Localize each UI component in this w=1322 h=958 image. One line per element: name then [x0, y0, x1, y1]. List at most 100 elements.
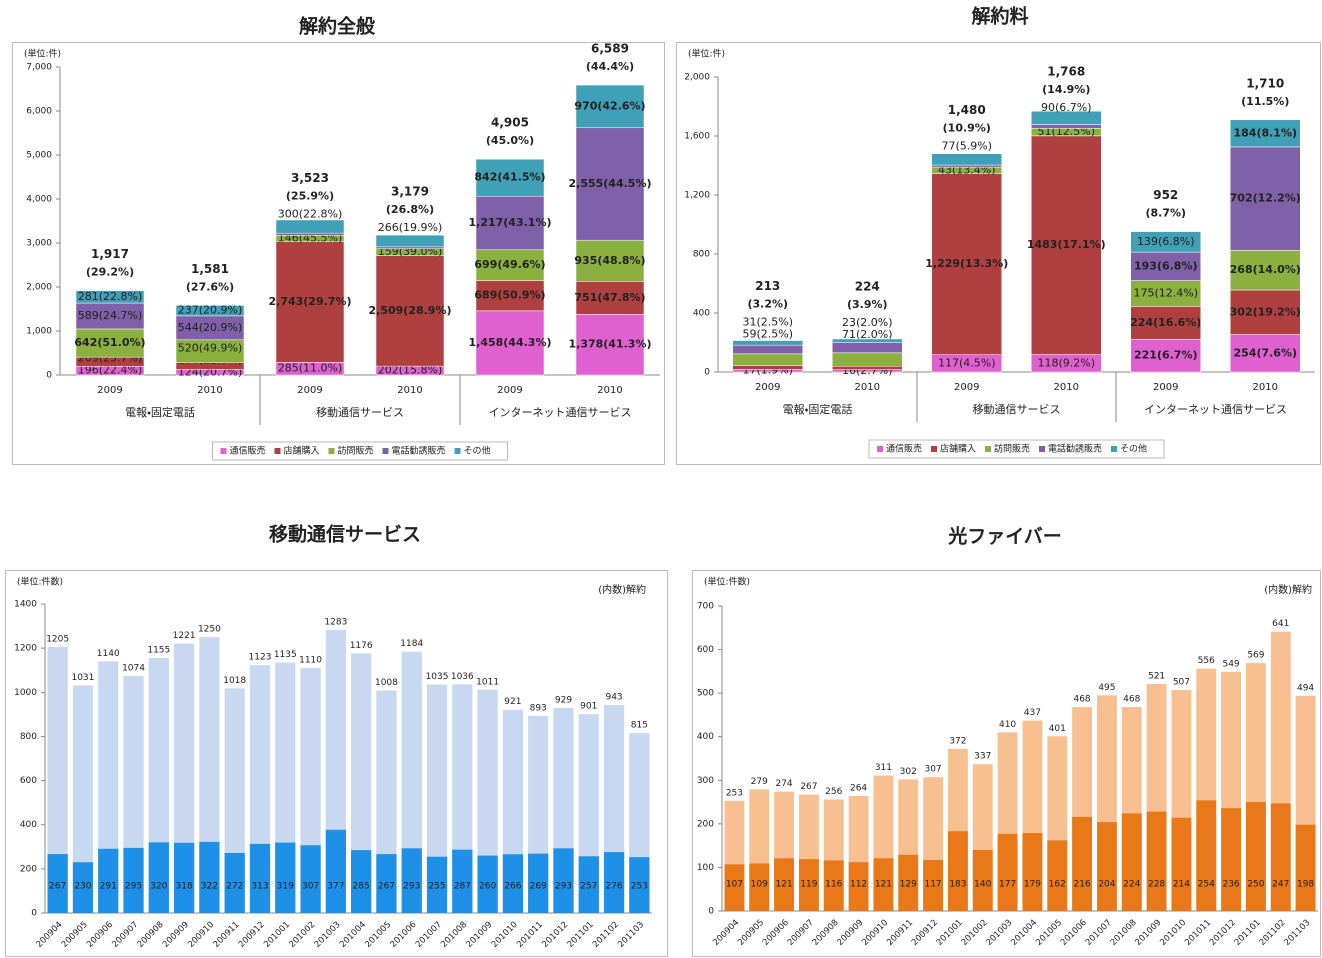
value-label: 544(20.9%): [178, 321, 243, 334]
y-tick-label: 4,000: [26, 195, 52, 205]
bar-segment: [475, 158, 545, 197]
total-share: (44.4%): [586, 60, 634, 73]
legend-swatch: [931, 446, 937, 452]
y-tick-label: 600: [20, 776, 37, 786]
legend-swatch: [1111, 446, 1117, 452]
x-tick-label: 2010: [1054, 382, 1079, 393]
value-label: 495: [1098, 683, 1115, 693]
y-tick-label: 500: [697, 689, 714, 699]
legend-label: 訪問販売: [994, 443, 1030, 455]
bar: [1096, 822, 1117, 911]
bar-segment: [375, 234, 445, 248]
bar-segment: [575, 239, 645, 282]
legend-swatch: [220, 448, 227, 454]
bar: [1072, 816, 1093, 911]
y-tick-label: 7,000: [26, 63, 52, 73]
bar-segment: [375, 246, 445, 249]
bar: [426, 856, 448, 913]
value-label: 184(8.1%): [1233, 126, 1297, 139]
value-label: 1,378(41.3%): [568, 338, 651, 351]
y-tick-label: 200: [20, 864, 37, 874]
value-label: 2,509(28.9%): [368, 304, 451, 317]
value-label: 1155: [147, 646, 170, 656]
total-share: (3.9%): [847, 298, 888, 311]
value-label: 117(4.5%): [938, 356, 996, 369]
legend-label: 電話勧誘販売: [392, 445, 446, 457]
value-label: 112: [850, 880, 867, 890]
legend-swatch: [274, 448, 281, 454]
total-label: 3,179: [391, 185, 429, 199]
value-label: 1008: [375, 678, 398, 688]
value-label: 556: [1198, 656, 1215, 666]
bar: [528, 853, 549, 913]
bar: [553, 848, 574, 913]
bar-segment: [175, 305, 245, 317]
value-label: 77(5.9%): [941, 139, 992, 152]
bar: [947, 831, 968, 911]
value-label: 1110: [299, 656, 322, 666]
value-label: 266: [504, 882, 521, 892]
value-label: 410: [999, 720, 1016, 730]
bar: [1196, 800, 1217, 911]
y-tick-label: 0: [708, 907, 714, 917]
legend-swatch: [1039, 446, 1045, 452]
bar-segment: [732, 340, 803, 346]
value-label: 313: [251, 882, 268, 892]
y-tick-label: 400: [693, 309, 710, 319]
x-tick-label: 2009: [97, 385, 122, 396]
bar-segment: [75, 328, 145, 358]
group-label: 移動通信サービス: [973, 402, 1061, 416]
value-label: 268(14.0%): [1230, 263, 1301, 276]
value-label: 377: [327, 882, 344, 892]
bar: [1047, 840, 1068, 911]
y-tick-label: 1,000: [26, 327, 52, 337]
bar: [300, 845, 321, 913]
y-tick-label: 1200: [14, 644, 37, 654]
value-label: 293: [555, 882, 572, 892]
value-label: 1018: [223, 676, 246, 686]
x-tick-label: 2009: [297, 385, 322, 396]
value-label: 267: [800, 782, 817, 792]
bar: [798, 859, 819, 911]
value-label: 253: [631, 882, 648, 892]
y-tick-label: 2,000: [684, 73, 710, 83]
bar-segment: [1230, 119, 1301, 148]
total-label: 952: [1153, 188, 1178, 202]
value-label: 202(15.8%): [378, 364, 443, 377]
bar-segment: [75, 290, 145, 304]
total-label: 1,581: [191, 262, 229, 276]
legend-label: 訪問販売: [338, 445, 374, 457]
total-share: (27.6%): [186, 280, 234, 293]
bar: [578, 856, 599, 913]
y-tick-label: 700: [697, 602, 714, 612]
total-label: 1,480: [948, 103, 986, 117]
value-label: 59(2.5%): [742, 328, 793, 341]
bar: [477, 855, 498, 913]
value-label: 1,217(43.1%): [468, 216, 551, 229]
value-label: 31(2.5%): [742, 316, 793, 329]
value-label: 935(48.8%): [574, 254, 645, 267]
value-label: 216: [1073, 880, 1090, 890]
chart-title: 移動通信サービス: [269, 523, 421, 546]
value-label: 893: [530, 703, 547, 713]
value-label: 260: [479, 882, 496, 892]
bar-segment: [931, 164, 1002, 168]
value-label: 929: [555, 695, 572, 705]
value-label: 196(22.4%): [78, 364, 143, 377]
bar-segment: [732, 365, 803, 370]
value-label: 337: [974, 752, 991, 762]
bar-segment: [1130, 306, 1201, 340]
bar-segment: [575, 314, 645, 376]
legend-box: [212, 441, 508, 461]
value-label: 302(19.2%): [1230, 305, 1301, 318]
value-label: 193(6.8%): [1134, 259, 1198, 272]
bar: [72, 862, 94, 913]
value-label: 322: [201, 882, 218, 892]
bar-segment: [732, 344, 803, 355]
bar: [1270, 803, 1291, 911]
value-label: 1,229(13.3%): [925, 257, 1008, 270]
bar: [629, 857, 650, 913]
value-label: 264: [850, 783, 867, 793]
value-label: 267: [378, 882, 395, 892]
y-tick-label: 5,000: [26, 151, 52, 161]
